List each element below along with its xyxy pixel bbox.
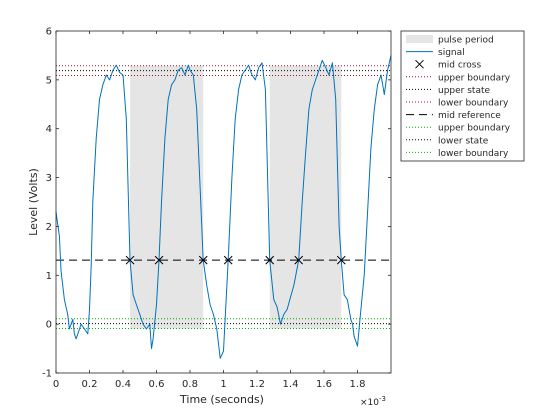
plot-area [55, 31, 392, 373]
mid-cross-marker-2 [154, 255, 164, 265]
legend-label: signal [438, 48, 465, 58]
x-axis-label: Time (seconds) [179, 393, 264, 406]
legend-entry: upper state [406, 86, 490, 96]
mid-cross-marker-1 [125, 255, 135, 265]
x-tick-label: 1 [220, 379, 226, 390]
legend-entry: mid cross [415, 59, 481, 71]
legend-entry: upper boundary [406, 124, 511, 134]
pulse-period-patch-2 [269, 65, 342, 329]
y-tick-label: 3 [46, 173, 52, 184]
y-tick-label: 4 [46, 124, 52, 135]
legend-entry: mid reference [406, 111, 501, 121]
x-axis-exponent-power: -3 [379, 395, 386, 403]
legend-entry: upper boundary [406, 73, 511, 83]
mid-cross-marker-4 [223, 255, 233, 265]
x-tick-label: 0 [53, 379, 59, 390]
y-tick-label: 5 [46, 75, 52, 86]
x-tick-label: 0.4 [115, 379, 131, 390]
x-tick-label: 0.6 [149, 379, 165, 390]
legend-label: upper boundary [438, 73, 511, 83]
legend-entry: lower boundary [406, 99, 509, 109]
legend-swatch [406, 35, 433, 43]
y-tick-label: 2 [46, 222, 52, 233]
legend-label: lower boundary [438, 99, 509, 109]
legend-label: lower boundary [438, 149, 509, 159]
legend-entry: pulse period [406, 35, 494, 46]
legend-label: upper state [438, 86, 490, 96]
mid-cross-marker-5 [265, 255, 275, 265]
legend-swatch [415, 59, 424, 69]
y-tick-label: 1 [46, 271, 52, 282]
x-tick-label: 1.4 [283, 379, 299, 390]
x-axis-exponent: ×10-3 [360, 395, 386, 408]
mid-cross-marker-3 [198, 255, 208, 265]
legend-label: mid cross [438, 61, 481, 71]
y-axis-label: Level (Volts) [27, 168, 40, 236]
mid-cross-marker-7 [336, 255, 346, 265]
legend: pulse period signal mid cross upper boundar… [400, 30, 525, 162]
y-tick-label: -1 [42, 369, 52, 380]
x-axis-exponent-base: ×10 [360, 398, 379, 408]
pulse-period-patch-1 [130, 65, 204, 329]
y-tick-label: 0 [46, 320, 52, 331]
legend-label: upper boundary [438, 124, 511, 134]
legend-label: mid reference [438, 111, 501, 121]
legend-entry: signal [406, 48, 465, 58]
x-tick-label: 1.8 [350, 379, 366, 390]
x-tick-label: 0.2 [82, 379, 98, 390]
y-tick-label: 6 [46, 27, 52, 38]
legend-entry: lower state [406, 136, 489, 146]
signal-series-line [55, 55, 392, 359]
mid-cross-marker-6 [294, 255, 304, 265]
x-tick-label: 1.2 [249, 379, 265, 390]
legend-entry: lower boundary [406, 149, 509, 159]
legend-label: pulse period [438, 36, 494, 46]
x-tick-label: 1.6 [316, 379, 332, 390]
x-tick-label: 0.8 [182, 379, 198, 390]
legend-label: lower state [438, 136, 489, 146]
